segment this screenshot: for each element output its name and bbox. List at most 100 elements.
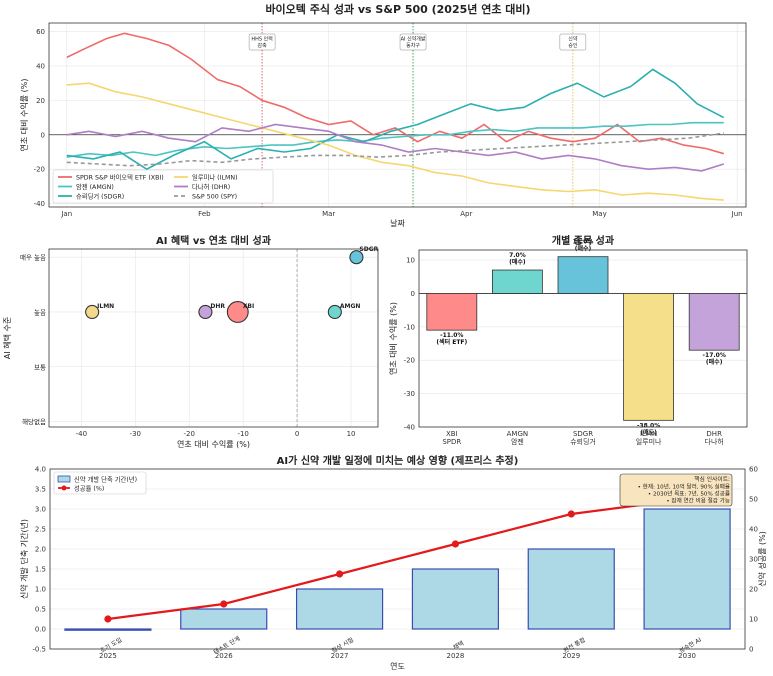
x-tick-label: ILMN 일루미나 [636,430,662,446]
scatter-point [85,304,100,320]
bar [688,293,740,351]
bar [411,568,500,630]
insight-line: • 2030년 목표: 7년, 50% 성공률 [648,490,730,498]
y-tick-label: 4.0 [35,466,46,474]
point-label: SDGR [359,246,378,253]
y-right-tick-label: 50 [749,496,758,504]
series-line [66,82,724,201]
x-tick-label: AMGN 암젠 [507,430,529,446]
x-tick-label: SDGR 슈뢰딩거 [570,430,596,446]
y-tick-label: -20 [404,357,415,365]
y-tick-label: 1.5 [35,566,46,574]
y-tick-label: 2.0 [35,546,46,554]
stock-bar-chart-panel: -40 -30 -20 -10 0 10 -11.0% (섹터 ETF) XBI SPDR 7.0%… [388,234,748,446]
point-label: XBI [243,303,254,310]
y-right-tick-label: 20 [749,586,758,594]
insight-box [619,473,733,507]
y-right-tick-label: 30 [749,556,758,564]
event-label: 신약 승인 [568,36,578,50]
success-rate-point [567,510,575,518]
event-box [559,33,587,51]
bar-value-label: -11.0% (섹터 ETF) [436,332,467,346]
x-tick-label: Jun [731,210,743,218]
insight-line: • 잠재 연간 비용 절감 가능 [666,497,730,505]
legend-label: 다나허 (DHR) [192,182,230,191]
y-tick-label: -40 [34,200,45,208]
x-tick-label: -10 [237,430,248,438]
bar-value-label: 11.0% (매수) [573,239,594,253]
event-label: AI 신약개발 동차구 [401,36,426,50]
series-line [66,132,724,167]
bar [64,628,152,631]
x-tick-label: 2029 [562,652,580,660]
legend-label: 암젠 (AMGN) [76,182,114,191]
y-right-axis-label: 신약 성공률 (%) [757,531,767,587]
y-tick-label: 높음 [34,308,46,316]
insight-line: • 현재: 10년, 10억 달러, 90% 실패율 [638,483,730,491]
y-right-tick-label: 10 [749,616,758,624]
x-axis-label: 날짜 [390,218,405,228]
y-right-tick-label: 40 [749,526,758,534]
success-rate-point [220,600,228,608]
legend-label: 신약 개발 단축 기간(년) [74,475,137,484]
y-tick-label: -0.5 [32,646,46,654]
legend-label: SPDR S&P 바이오텍 ETF (XBI) [76,172,164,181]
figure-title: 바이오텍 주식 성과 vs S&P 500 (2025년 연초 대비) [265,2,530,16]
x-tick-label: 2027 [331,652,349,660]
x-tick-label: May [592,210,606,218]
y-tick-label: -20 [34,166,45,174]
success-rate-point [451,540,460,548]
legend-label: 성공률 (%) [74,484,104,493]
point-label: DHR [210,303,225,310]
y-tick-label: 3.0 [35,506,46,514]
x-tick-label: -30 [130,430,141,438]
bar [623,293,674,421]
plot-frame [418,249,748,428]
legend-swatch [57,475,71,483]
y-tick-label: 2.5 [35,526,46,534]
series-line [66,123,725,172]
y-axis-label: 연초 대비 수익률 (%) [19,79,29,152]
plot-frame [48,248,379,428]
x-tick-label: 2030 [678,652,696,660]
success-rate-point [104,615,112,623]
bar-value-label: -17.0% (매수) [703,352,726,366]
y-tick-label: 40 [36,62,45,70]
y-tick-label: -30 [404,390,415,398]
x-axis-label: 연도 [390,662,405,671]
bar-value-label: -38.0% (매도) [637,422,660,436]
bar [557,256,609,294]
plot-frame [48,22,747,208]
y-tick-label: -10 [404,323,415,331]
x-tick-label: Mar [322,210,335,218]
bar [643,508,731,630]
x-tick-label: DHR 다나허 [705,430,724,446]
success-rate-line [107,497,688,621]
bar [426,293,478,331]
point-label: ILMN [97,303,114,310]
stage-label: 채택 [452,639,466,651]
x-tick-label: 2026 [215,652,233,660]
y-tick-label: 0.0 [35,626,46,634]
x-axis-label: 연초 대비 수익률 (%) [177,439,250,449]
legend-label: S&P 500 (SPY) [192,193,237,200]
scatter-point [327,304,342,320]
y-tick-label: 보통 [34,363,46,371]
y-tick-label: 매우 높음 [20,254,46,262]
y-tick-label: 0 [41,131,45,139]
y-right-tick-label: 0 [749,646,753,654]
x-tick-label: 2025 [99,652,117,660]
series-line [66,68,725,171]
y-tick-label: 해당없음 [22,417,46,426]
bar [491,269,543,294]
y-tick-label: 3.5 [35,486,46,494]
plot-frame [49,468,746,650]
event-box [248,33,276,51]
x-tick-label: Jan [60,210,72,218]
bar [295,588,384,630]
x-tick-label: Apr [460,210,472,218]
y-tick-label: 0 [411,290,415,298]
x-tick-label: XBI SPDR [442,430,461,446]
legend-box [53,471,147,495]
